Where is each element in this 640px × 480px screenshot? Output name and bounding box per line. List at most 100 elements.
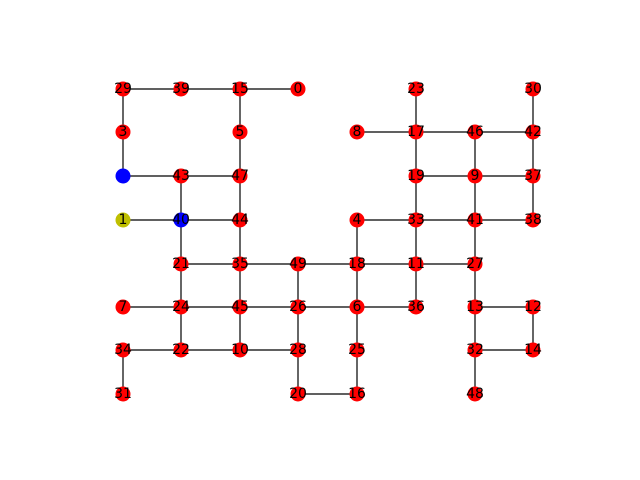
graph-node: 15 (231, 81, 249, 97)
graph-node: 21 (172, 256, 190, 272)
graph-node: 9 (467, 168, 483, 184)
node-label: 28 (289, 342, 307, 358)
node-label: 12 (524, 299, 542, 315)
graph-node: 14 (524, 342, 542, 358)
graph-node: 3 (115, 124, 131, 140)
graph-node: 30 (524, 81, 542, 97)
node-label: 0 (294, 81, 303, 97)
node-marker (349, 386, 365, 402)
node-label: 5 (236, 124, 245, 140)
graph-node: 38 (524, 212, 542, 228)
node-label: 4 (353, 212, 362, 228)
node-label: 11 (407, 256, 425, 272)
node-label: 27 (466, 256, 484, 272)
graph-node: 16 (348, 386, 366, 402)
graph-node: 35 (231, 256, 249, 272)
node-marker (232, 124, 248, 140)
node-marker (525, 299, 541, 315)
graph-node: 33 (407, 212, 425, 228)
graph-node: 29 (114, 81, 132, 97)
node-marker (408, 256, 424, 272)
node-marker (232, 212, 248, 228)
graph-node: 23 (407, 81, 425, 97)
node-label: 33 (407, 212, 425, 228)
node-label: 43 (172, 168, 190, 184)
graph-node: 31 (114, 386, 132, 402)
graph-node: 7 (115, 299, 131, 315)
node-label: 32 (466, 342, 484, 358)
graph-node: 44 (231, 212, 249, 228)
node-marker (290, 386, 306, 402)
graph-node: 40 (172, 212, 190, 228)
node-marker (525, 81, 541, 97)
graph-node: 32 (466, 342, 484, 358)
node-marker (408, 212, 424, 228)
graph-node: 10 (231, 342, 249, 358)
node-marker (115, 81, 131, 97)
node-label: 8 (353, 124, 362, 140)
graph-node: 0 (290, 81, 306, 97)
node-marker (173, 256, 189, 272)
node-marker (115, 386, 131, 402)
graph-node: 1 (115, 212, 131, 228)
node-marker (290, 299, 306, 315)
graph-node: 41 (466, 212, 484, 228)
node-label: 30 (524, 81, 542, 97)
graph-node: 19 (407, 168, 425, 184)
node-label: 1 (119, 212, 128, 228)
node-marker (349, 212, 365, 228)
graph-node: 13 (466, 299, 484, 315)
node-marker (467, 212, 483, 228)
graph-node: 42 (524, 124, 542, 140)
graph-node: 20 (289, 386, 307, 402)
node-marker (232, 299, 248, 315)
graph-node: 22 (172, 342, 190, 358)
node-label: 24 (172, 299, 190, 315)
node-label: 34 (114, 342, 132, 358)
node-marker (467, 168, 483, 184)
node-label: 41 (466, 212, 484, 228)
node-marker (525, 124, 541, 140)
node-marker (173, 299, 189, 315)
graph-node: 12 (524, 299, 542, 315)
node-marker (467, 299, 483, 315)
node-marker (173, 168, 189, 184)
graph-node: 27 (466, 256, 484, 272)
node-marker (290, 342, 306, 358)
node-label: 13 (466, 299, 484, 315)
graph-node (115, 168, 131, 184)
graph-node: 43 (172, 168, 190, 184)
node-label: 48 (466, 386, 484, 402)
graph-node: 34 (114, 342, 132, 358)
node-label: 39 (172, 81, 190, 97)
graph-node: 36 (407, 299, 425, 315)
node-marker (467, 124, 483, 140)
node-marker (349, 342, 365, 358)
node-marker (290, 81, 306, 97)
node-label: 29 (114, 81, 132, 97)
node-label: 15 (231, 81, 249, 97)
node-label: 35 (231, 256, 249, 272)
graph-node: 28 (289, 342, 307, 358)
node-marker (115, 124, 131, 140)
node-marker (467, 386, 483, 402)
node-label: 46 (466, 124, 484, 140)
node-marker (349, 124, 365, 140)
graph-node: 26 (289, 299, 307, 315)
node-marker (408, 299, 424, 315)
node-label: 42 (524, 124, 542, 140)
node-label: 19 (407, 168, 425, 184)
node-label: 45 (231, 299, 249, 315)
node-marker (115, 342, 131, 358)
graph-node: 4 (349, 212, 365, 228)
graph-node: 37 (524, 168, 542, 184)
graph-node: 18 (348, 256, 366, 272)
graph-node: 25 (348, 342, 366, 358)
node-marker (408, 124, 424, 140)
node-marker (232, 168, 248, 184)
node-marker (115, 299, 131, 315)
node-label: 7 (119, 299, 128, 315)
graph-node: 39 (172, 81, 190, 97)
node-label: 18 (348, 256, 366, 272)
